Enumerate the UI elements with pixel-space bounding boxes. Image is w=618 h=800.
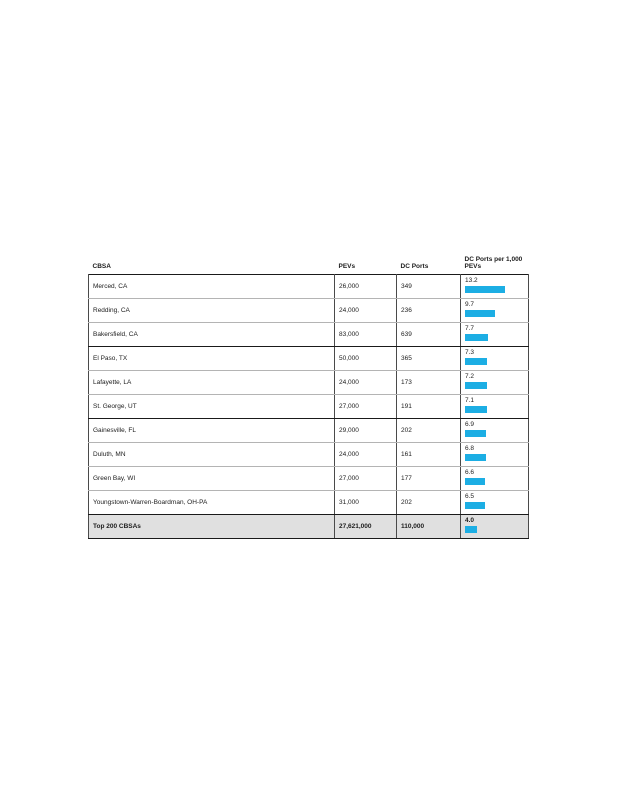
cbsa-cell: St. George, UT <box>88 394 335 419</box>
ratio-value: 7.2 <box>465 373 475 380</box>
table-row: Gainesville, FL 29,000 202 6.9 <box>88 418 529 443</box>
ratio-bar <box>465 478 486 485</box>
ratio-value: 13.2 <box>465 277 478 284</box>
col-header-cbsa: CBSA <box>92 263 111 271</box>
pevs-cell: 50,000 <box>334 346 397 371</box>
ratio-cell: 7.3 <box>460 346 529 371</box>
ratio-value: 7.1 <box>465 397 475 404</box>
dc-ports-cell: 161 <box>396 442 461 467</box>
total-label: Top 200 CBSAs <box>88 514 335 539</box>
table-total-row: Top 200 CBSAs 27,621,000 110,000 4.0 <box>88 514 529 539</box>
pevs-cell: 29,000 <box>334 418 397 443</box>
pevs-cell: 24,000 <box>334 442 397 467</box>
ratio-value: 4.0 <box>465 517 475 524</box>
ratio-cell: 13.2 <box>460 274 529 299</box>
cbsa-cell: Youngstown-Warren-Boardman, OH-PA <box>88 490 335 515</box>
total-ratio-cell: 4.0 <box>460 514 529 539</box>
table-row: Redding, CA 24,000 236 9.7 <box>88 298 529 323</box>
total-dc-ports: 110,000 <box>396 514 461 539</box>
ratio-bar <box>465 526 478 533</box>
dc-ports-cell: 177 <box>396 466 461 491</box>
col-header-ratio: DC Ports per 1,000 PEVs <box>464 255 523 271</box>
dc-ports-cell: 365 <box>396 346 461 371</box>
pevs-cell: 27,000 <box>334 466 397 491</box>
dc-ports-cell: 202 <box>396 418 461 443</box>
ratio-value: 6.9 <box>465 421 475 428</box>
pevs-cell: 83,000 <box>334 322 397 347</box>
ratio-value: 6.5 <box>465 493 475 500</box>
pevs-cell: 24,000 <box>334 370 397 395</box>
ratio-value: 7.3 <box>465 349 475 356</box>
dc-ports-cell: 173 <box>396 370 461 395</box>
dc-ports-cell: 639 <box>396 322 461 347</box>
ratio-cell: 9.7 <box>460 298 529 323</box>
dc-ports-cell: 202 <box>396 490 461 515</box>
table-row: Lafayette, LA 24,000 173 7.2 <box>88 370 529 395</box>
pevs-cell: 24,000 <box>334 298 397 323</box>
cbsa-cell: Redding, CA <box>88 298 335 323</box>
table-row: Merced, CA 26,000 349 13.2 <box>88 274 529 299</box>
ratio-cell: 6.9 <box>460 418 529 443</box>
ratio-value: 6.8 <box>465 445 475 452</box>
table-row: El Paso, TX 50,000 365 7.3 <box>88 346 529 371</box>
table-row: Green Bay, WI 27,000 177 6.6 <box>88 466 529 491</box>
pevs-cell: 31,000 <box>334 490 397 515</box>
ratio-cell: 7.7 <box>460 322 529 347</box>
ratio-bar <box>465 430 487 437</box>
ratio-bar <box>465 382 487 389</box>
table-body: Merced, CA 26,000 349 13.2 Redding, CA 2… <box>88 274 529 515</box>
col-header-pevs: PEVs <box>338 263 356 271</box>
ratio-bar <box>465 310 495 317</box>
ratio-cell: 7.2 <box>460 370 529 395</box>
cbsa-cell: El Paso, TX <box>88 346 335 371</box>
ratio-cell: 7.1 <box>460 394 529 419</box>
ratio-cell: 6.8 <box>460 442 529 467</box>
table-row: Youngstown-Warren-Boardman, OH-PA 31,000… <box>88 490 529 515</box>
ratio-bar <box>465 454 486 461</box>
ratio-bar <box>465 334 489 341</box>
pevs-cell: 26,000 <box>334 274 397 299</box>
table-row: St. George, UT 27,000 191 7.1 <box>88 394 529 419</box>
ratio-value: 6.6 <box>465 469 475 476</box>
ratio-bar <box>465 358 488 365</box>
table-row: Bakersfield, CA 83,000 639 7.7 <box>88 322 529 347</box>
cbsa-cell: Gainesville, FL <box>88 418 335 443</box>
ratio-bar <box>465 406 487 413</box>
dc-ports-cell: 236 <box>396 298 461 323</box>
cbsa-cell: Green Bay, WI <box>88 466 335 491</box>
col-header-dc-ports: DC Ports <box>400 263 429 271</box>
ratio-cell: 6.6 <box>460 466 529 491</box>
cbsa-dc-ports-table: CBSA PEVs DC Ports DC Ports per 1,000 PE… <box>88 253 529 539</box>
ratio-value: 9.7 <box>465 301 475 308</box>
ratio-cell: 6.5 <box>460 490 529 515</box>
ratio-bar <box>465 286 506 293</box>
cbsa-cell: Merced, CA <box>88 274 335 299</box>
total-pevs: 27,621,000 <box>334 514 397 539</box>
dc-ports-cell: 191 <box>396 394 461 419</box>
pevs-cell: 27,000 <box>334 394 397 419</box>
ratio-value: 7.7 <box>465 325 475 332</box>
ratio-bar <box>465 502 485 509</box>
cbsa-cell: Lafayette, LA <box>88 370 335 395</box>
dc-ports-cell: 349 <box>396 274 461 299</box>
cbsa-cell: Bakersfield, CA <box>88 322 335 347</box>
table-row: Duluth, MN 24,000 161 6.8 <box>88 442 529 467</box>
cbsa-cell: Duluth, MN <box>88 442 335 467</box>
table-header-row: CBSA PEVs DC Ports DC Ports per 1,000 PE… <box>88 253 529 275</box>
